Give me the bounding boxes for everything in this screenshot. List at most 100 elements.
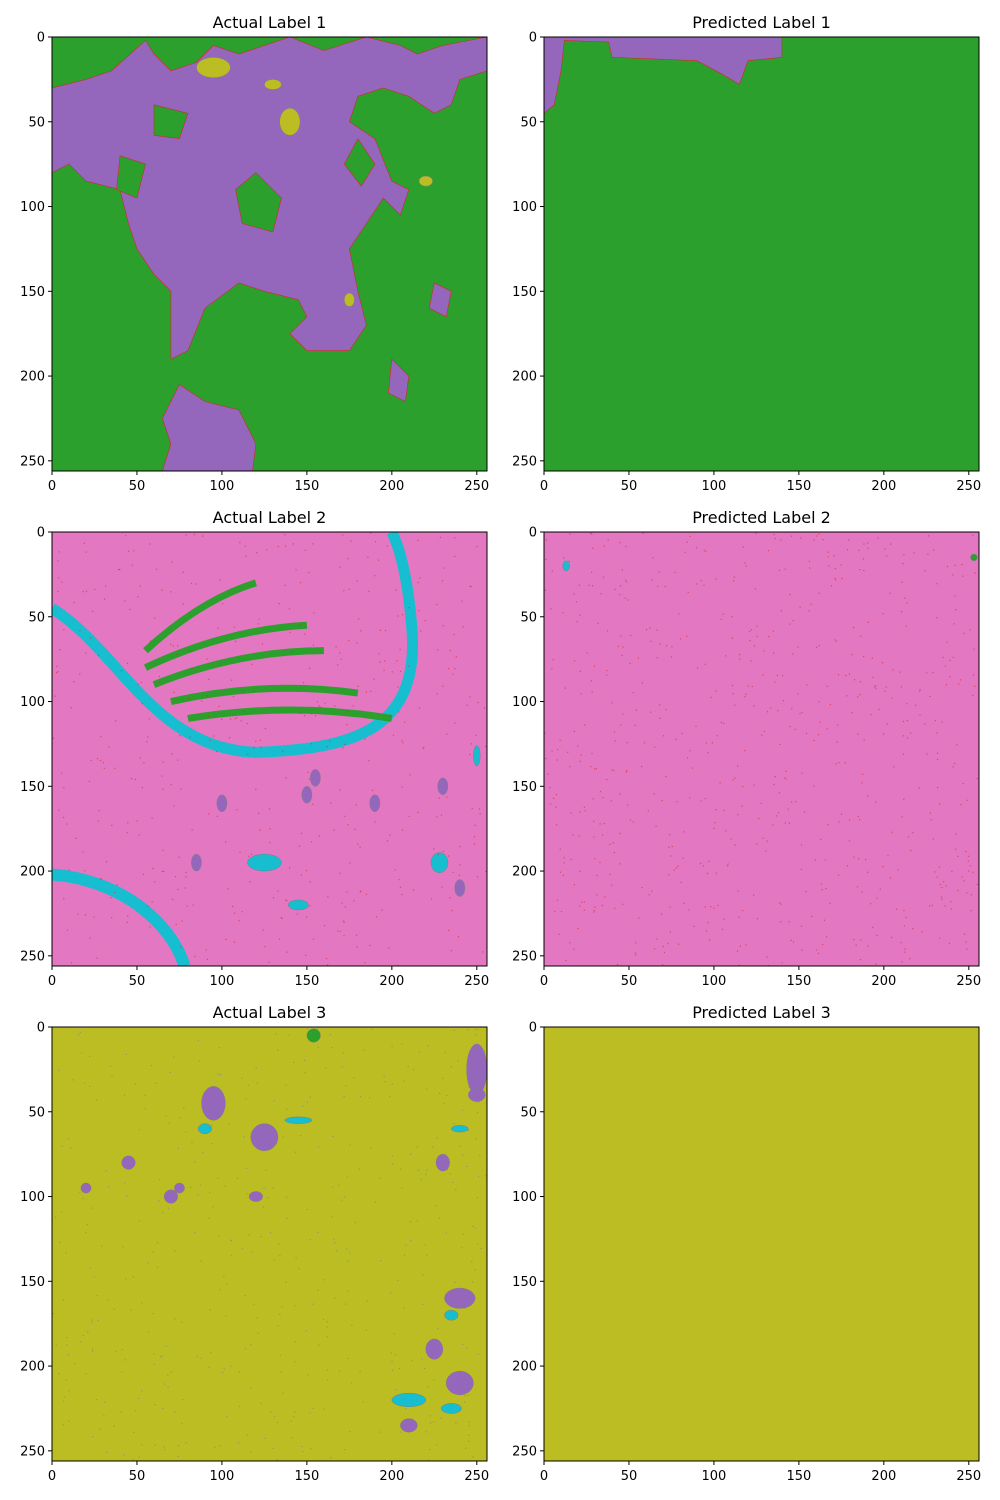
speckle bbox=[332, 1186, 334, 1188]
speckle bbox=[129, 608, 131, 611]
region-purple bbox=[301, 786, 313, 804]
speckle bbox=[774, 776, 776, 778]
speckle bbox=[903, 798, 905, 800]
speckle bbox=[241, 911, 243, 913]
speckle bbox=[778, 569, 781, 571]
speckle bbox=[168, 1122, 170, 1124]
speckle bbox=[468, 1425, 470, 1427]
speckle bbox=[689, 535, 691, 537]
speckle bbox=[853, 939, 855, 941]
speckle bbox=[745, 944, 747, 946]
speckle bbox=[276, 1422, 278, 1424]
speckle bbox=[306, 1208, 308, 1211]
speckle bbox=[827, 556, 829, 558]
speckle bbox=[294, 1361, 296, 1363]
speckle bbox=[676, 801, 678, 803]
speckle bbox=[221, 1371, 224, 1374]
speckle bbox=[621, 654, 623, 656]
speckle bbox=[573, 948, 575, 950]
speckle bbox=[713, 907, 715, 909]
speckle bbox=[708, 860, 710, 862]
speckle bbox=[83, 542, 85, 544]
speckle bbox=[292, 543, 294, 545]
speckle bbox=[856, 886, 858, 888]
speckle bbox=[753, 705, 755, 707]
speckle bbox=[227, 888, 229, 890]
speckle bbox=[408, 815, 410, 817]
speckle bbox=[281, 918, 283, 920]
speckle bbox=[695, 547, 698, 549]
speckle bbox=[96, 1294, 98, 1297]
speckle bbox=[384, 1081, 386, 1083]
speckle bbox=[339, 789, 341, 791]
speckle bbox=[169, 1071, 171, 1074]
speckle bbox=[483, 707, 486, 709]
speckle bbox=[818, 701, 820, 703]
speckle bbox=[677, 865, 679, 867]
speckle bbox=[974, 685, 976, 687]
speckle bbox=[299, 624, 301, 626]
region-purple bbox=[468, 1087, 486, 1102]
speckle bbox=[840, 564, 842, 566]
speckle bbox=[838, 874, 840, 876]
speckle bbox=[863, 543, 865, 545]
speckle bbox=[185, 1131, 187, 1133]
speckle bbox=[70, 1147, 72, 1149]
panel-title: Predicted Label 1 bbox=[692, 13, 831, 32]
speckle bbox=[719, 782, 721, 784]
speckle bbox=[304, 633, 306, 635]
speckle bbox=[579, 811, 581, 813]
speckle bbox=[193, 533, 195, 536]
speckle bbox=[256, 1317, 258, 1319]
speckle bbox=[239, 541, 241, 544]
speckle bbox=[217, 1073, 219, 1075]
speckle bbox=[464, 1401, 466, 1403]
speckle bbox=[126, 921, 128, 923]
speckle bbox=[750, 629, 752, 631]
speckle bbox=[365, 691, 367, 693]
speckle bbox=[348, 588, 350, 590]
speckle bbox=[377, 559, 380, 561]
speckle bbox=[390, 1352, 392, 1354]
speckle bbox=[289, 867, 291, 869]
speckle bbox=[683, 902, 685, 904]
speckle bbox=[266, 549, 268, 551]
region-cyan bbox=[287, 899, 309, 911]
speckle bbox=[929, 812, 931, 814]
speckle bbox=[401, 786, 403, 788]
speckle bbox=[573, 730, 575, 732]
speckle bbox=[439, 1092, 441, 1094]
speckle bbox=[714, 822, 716, 824]
speckle bbox=[218, 705, 220, 707]
speckle bbox=[159, 1178, 161, 1181]
speckle bbox=[311, 841, 313, 843]
speckle bbox=[200, 1260, 202, 1262]
speckle bbox=[276, 1459, 278, 1461]
speckle bbox=[288, 1034, 290, 1036]
speckle bbox=[232, 905, 234, 908]
speckle bbox=[556, 824, 558, 826]
axes-frame bbox=[543, 36, 980, 472]
speckle bbox=[705, 550, 707, 552]
speckle bbox=[199, 1184, 201, 1186]
speckle bbox=[579, 614, 581, 616]
speckle bbox=[559, 871, 561, 873]
speckle bbox=[264, 728, 266, 730]
speckle bbox=[79, 630, 81, 632]
speckle bbox=[727, 865, 729, 867]
speckle bbox=[613, 852, 615, 854]
speckle bbox=[667, 942, 669, 945]
speckle bbox=[268, 808, 271, 810]
speckle bbox=[85, 590, 88, 592]
speckle bbox=[669, 834, 671, 836]
speckle bbox=[549, 787, 551, 789]
speckle bbox=[208, 1217, 210, 1219]
speckle bbox=[234, 912, 236, 914]
speckle bbox=[124, 600, 126, 602]
speckle bbox=[584, 724, 586, 726]
y-tick-label: 100 bbox=[20, 1190, 45, 1205]
speckle bbox=[127, 915, 129, 917]
speckle bbox=[91, 1348, 94, 1350]
speckle bbox=[125, 1278, 127, 1280]
speckle bbox=[859, 959, 862, 961]
